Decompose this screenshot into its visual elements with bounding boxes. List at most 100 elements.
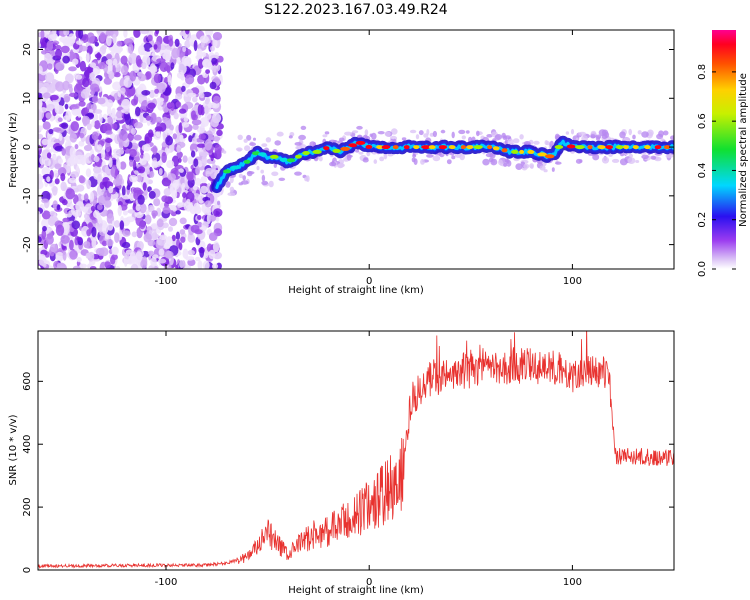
spectrogram-halo-cell [662, 130, 669, 136]
spectrogram-halo-cell [355, 149, 360, 153]
spectrogram-peak [473, 145, 483, 150]
spectrogram-noise-cell [166, 148, 171, 154]
spectrogram-halo-cell [637, 130, 642, 135]
spectrogram-noise-cell [162, 206, 171, 214]
spectrogram-noise-cell [135, 251, 143, 262]
spectrogram-noise-cell [86, 229, 92, 237]
spectrogram-noise-cell [69, 49, 74, 61]
spectrogram-noise-cell [52, 154, 57, 161]
spectrogram-peak [355, 140, 366, 145]
spectrogram-halo-cell [329, 161, 337, 167]
spectrogram-noise-cell [78, 45, 88, 52]
colorbar-gradient [712, 30, 736, 269]
spectrogram-noise-cell [168, 38, 174, 47]
spectrogram-noise-cell [46, 176, 51, 183]
spectrogram-noise-cell [114, 220, 120, 228]
spectrogram-halo-cell [356, 125, 363, 130]
spectrogram-noise-cell [156, 237, 162, 246]
spectrogram-halo-cell [632, 134, 636, 140]
spectrogram-noise-cell [129, 70, 137, 82]
spectrogram-noise-cell [38, 211, 41, 223]
spectrogram-noise-cell [168, 217, 178, 227]
spectrogram-noise-cell [117, 148, 125, 155]
spectrogram-noise-cell [116, 174, 123, 183]
spectrogram-noise-cell [89, 266, 97, 269]
spectrogram-noise-cell [74, 144, 79, 150]
spectrogram-noise-cell [113, 46, 124, 53]
spectrogram-noise-cell [69, 92, 78, 98]
spectrogram-noise-cell [84, 66, 90, 78]
spectrogram-noise-cell [49, 243, 58, 253]
spectrogram-halo-cell [346, 153, 352, 161]
spectrogram-noise-cell [167, 74, 172, 86]
spectrogram-halo-cell [235, 147, 243, 152]
spectrogram-halo-cell [451, 131, 455, 139]
spectrogram-halo-cell [488, 157, 494, 163]
spectrogram-noise-cell [176, 151, 183, 159]
spectrogram-halo-cell [579, 159, 583, 163]
snr-ylabel: SNR (10 * v/v) [8, 414, 19, 485]
x-tick-label: -100 [155, 276, 178, 287]
spectrogram-noise-cell [171, 47, 180, 59]
spectrogram-noise-cell [101, 149, 106, 160]
spectrogram-noise-cell [179, 31, 187, 37]
colorbar-tick-label: 0.4 [697, 162, 708, 178]
spectrogram-xlabel: Height of straight line (km) [288, 285, 424, 296]
spectrogram-noise-cell [97, 214, 102, 225]
spectrogram-noise-cell [61, 52, 71, 57]
spectrogram-noise-cell [93, 165, 102, 174]
spectrogram-halo-cell [611, 158, 620, 163]
spectrogram-noise-cell [198, 133, 206, 140]
spectrogram-noise-cell [115, 266, 121, 269]
spectrogram-noise-cell [148, 190, 156, 199]
x-tick-label: 0 [366, 276, 372, 287]
spectrogram-noise-cell [39, 107, 48, 113]
spectrogram-halo-cell [222, 150, 227, 154]
spectrogram-noise-cell [192, 137, 197, 144]
spectrogram-noise-cell [61, 122, 69, 129]
spectrogram-halo-cell [650, 155, 657, 160]
spectrogram-halo-cell [242, 175, 246, 181]
x-tick-label: 100 [563, 276, 582, 287]
spectrogram-noise-cell [71, 220, 81, 230]
spectrogram-halo-cell [366, 151, 371, 157]
spectrogram-halo-cell [344, 131, 353, 136]
spectrogram-noise-cell [106, 35, 112, 47]
spectrogram-noise-cell [169, 124, 174, 131]
spectrogram-noise-cell [204, 200, 212, 208]
spectrogram-noise-cell [94, 42, 100, 47]
spectrogram-noise-cell [55, 48, 62, 59]
spectrogram-noise-cell [46, 40, 54, 52]
y-tick-label: 600 [22, 372, 33, 391]
spectrogram-noise-cell [171, 234, 176, 242]
spectrogram-noise-cell [158, 168, 163, 176]
spectrogram-noise-cell [188, 135, 193, 143]
spectrogram-noise-cell [76, 184, 85, 192]
spectrogram-noise-cell [170, 62, 175, 70]
spectrogram-noise-cell [197, 221, 203, 228]
spectrogram-halo-cell [641, 154, 649, 159]
spectrogram-noise-cell [178, 242, 183, 251]
spectrogram-noise-cell [187, 249, 195, 256]
spectrogram-halo-cell [244, 145, 251, 152]
spectrogram-noise-cell [60, 235, 70, 244]
colorbar-tick-label: 0.6 [697, 113, 708, 129]
spectrogram-peak [537, 152, 547, 157]
spectrogram-halo-cell [486, 134, 493, 138]
spectrogram-noise-cell [175, 231, 180, 241]
spectrogram-noise-cell [72, 210, 81, 218]
spectrogram-noise-cell [199, 92, 205, 99]
spectrogram-noise-cell [96, 52, 101, 61]
spectrogram-noise-cell [86, 123, 92, 131]
spectrogram-halo-cell [278, 177, 286, 181]
spectrogram-peak [487, 145, 493, 150]
spectrogram-noise-cell [152, 254, 159, 259]
spectrogram-halo-cell [295, 146, 299, 150]
spectrogram-noise-cell [41, 218, 50, 229]
spectrogram-noise-cell [161, 142, 166, 148]
spectrogram-halo-cell [268, 180, 274, 188]
spectrogram-noise-cell [41, 50, 47, 55]
spectrogram-noise-cell [206, 213, 211, 225]
spectrogram-noise-cell [161, 195, 169, 203]
